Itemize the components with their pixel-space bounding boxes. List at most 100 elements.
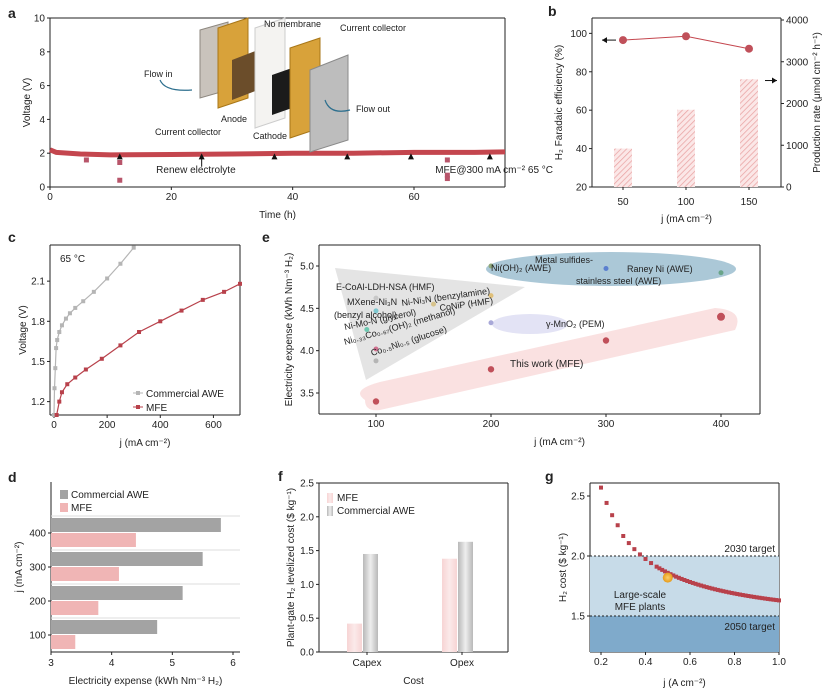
x-tick-label: 0 xyxy=(51,420,57,431)
renew-marker xyxy=(344,153,351,160)
point-label: Raney Ni (AWE) xyxy=(627,264,693,274)
cost-point xyxy=(599,485,603,490)
x-tick-label: 40 xyxy=(287,192,299,203)
literature-point xyxy=(373,346,379,352)
label-flow-in: Flow in xyxy=(144,69,173,79)
flow-out-arrow xyxy=(324,99,351,112)
x-tick-label: 5 xyxy=(170,658,176,669)
right-axis-arrowhead xyxy=(772,77,777,84)
data-point xyxy=(222,289,227,294)
cost-point xyxy=(740,593,745,598)
cost-point xyxy=(693,581,698,586)
x-axis-label: j (mA cm⁻²) xyxy=(119,438,171,449)
x-tick-label: 1.0 xyxy=(772,657,786,668)
cost-point xyxy=(724,589,729,594)
x-axis-label: Electricity expense (kWh Nm⁻³ H₂) xyxy=(69,676,223,687)
cost-point xyxy=(757,595,762,600)
cost-point xyxy=(671,573,676,578)
bar-mfe xyxy=(347,623,362,652)
literature-point xyxy=(373,358,379,364)
data-point xyxy=(53,366,58,371)
label-no-membrane: No membrane xyxy=(264,19,321,29)
data-point xyxy=(54,413,59,417)
data-point xyxy=(99,356,104,361)
panel-label-c: c xyxy=(8,229,16,245)
data-point xyxy=(59,390,64,395)
cost-point xyxy=(688,580,692,584)
cost-point xyxy=(696,582,701,587)
legend-swatch xyxy=(327,506,333,516)
legend-label: Commercial AWE xyxy=(146,389,224,400)
x-tick-label: 0.6 xyxy=(683,657,697,668)
y-tick-label: 1.8 xyxy=(31,317,45,328)
region-other-catalysts xyxy=(335,268,525,380)
region-awe xyxy=(486,252,736,286)
cost-point xyxy=(713,587,718,592)
x-tick-label: 0.2 xyxy=(594,657,608,668)
y-axis-label-left: H₂ Faradaic efficiency (%) xyxy=(554,45,565,160)
y-tick-label: 20 xyxy=(576,183,588,194)
cost-point xyxy=(751,594,756,599)
cost-point xyxy=(777,598,781,603)
data-point xyxy=(179,308,184,313)
x-tick-label: 6 xyxy=(230,658,236,669)
cost-point xyxy=(726,590,731,595)
x-tick-label: 0.4 xyxy=(639,657,653,668)
bar-commercial-awe xyxy=(51,620,158,634)
cost-point xyxy=(765,596,770,601)
series-line-awe xyxy=(53,247,135,416)
cost-point xyxy=(746,594,751,598)
data-point xyxy=(118,343,123,348)
x-tick-label: 4 xyxy=(109,658,115,669)
legend-label: Commercial AWE xyxy=(71,490,149,501)
data-point xyxy=(52,386,57,391)
data-point xyxy=(81,299,86,304)
data-point xyxy=(57,330,62,335)
legend-label: MFE xyxy=(71,503,92,514)
data-point xyxy=(54,346,59,351)
highlight-label-line2: MFE plants xyxy=(615,602,666,613)
outlier-point xyxy=(444,172,450,178)
bar-commercial-awe xyxy=(51,586,183,600)
cost-point xyxy=(685,579,690,584)
cathode xyxy=(272,68,292,115)
cost-point xyxy=(715,587,720,592)
x-axis-label: j (mA cm⁻²) xyxy=(660,214,712,225)
y-tick-label: 200 xyxy=(29,597,46,608)
y-tick-label: 1.5 xyxy=(31,357,45,368)
literature-point xyxy=(364,327,370,332)
point-label: Ni(OH)₂ (AWE) xyxy=(491,263,551,273)
x-tick-label: 150 xyxy=(741,197,758,208)
literature-point xyxy=(488,263,494,269)
y-tick-label: 40 xyxy=(576,144,588,155)
region-2050 xyxy=(590,616,779,652)
cost-point xyxy=(676,575,681,580)
x-tick-label: 200 xyxy=(483,419,500,430)
anode xyxy=(232,50,258,100)
x-axis-label: Time (h) xyxy=(259,210,296,221)
data-point xyxy=(83,367,88,372)
label-current-collector: Current collector xyxy=(155,127,221,137)
data-point xyxy=(238,281,242,286)
cost-point xyxy=(621,534,626,538)
x-tick-label: 3 xyxy=(48,658,54,669)
y-tick-label: 300 xyxy=(29,563,46,574)
x-tick-label: Capex xyxy=(353,658,382,669)
bar-mfe xyxy=(51,601,99,615)
y-tick-label: 8 xyxy=(39,47,45,58)
highlight-label-line1: Large-scale xyxy=(614,590,667,601)
data-point xyxy=(65,382,70,387)
data-point xyxy=(73,305,78,310)
bar-mfe xyxy=(51,533,136,547)
panel-label-d: d xyxy=(8,469,17,485)
legend-label: MFE xyxy=(337,493,358,504)
region-pem xyxy=(492,314,568,334)
data-point xyxy=(51,413,56,417)
y-tick-label: 4 xyxy=(39,115,45,126)
y-tick-label: 80 xyxy=(576,67,588,78)
data-point xyxy=(200,297,205,302)
data-point xyxy=(105,276,110,281)
target-label-2050: 2050 target xyxy=(724,622,775,633)
y-axis-label: H₂ cost ($ kg⁻¹) xyxy=(558,533,569,602)
